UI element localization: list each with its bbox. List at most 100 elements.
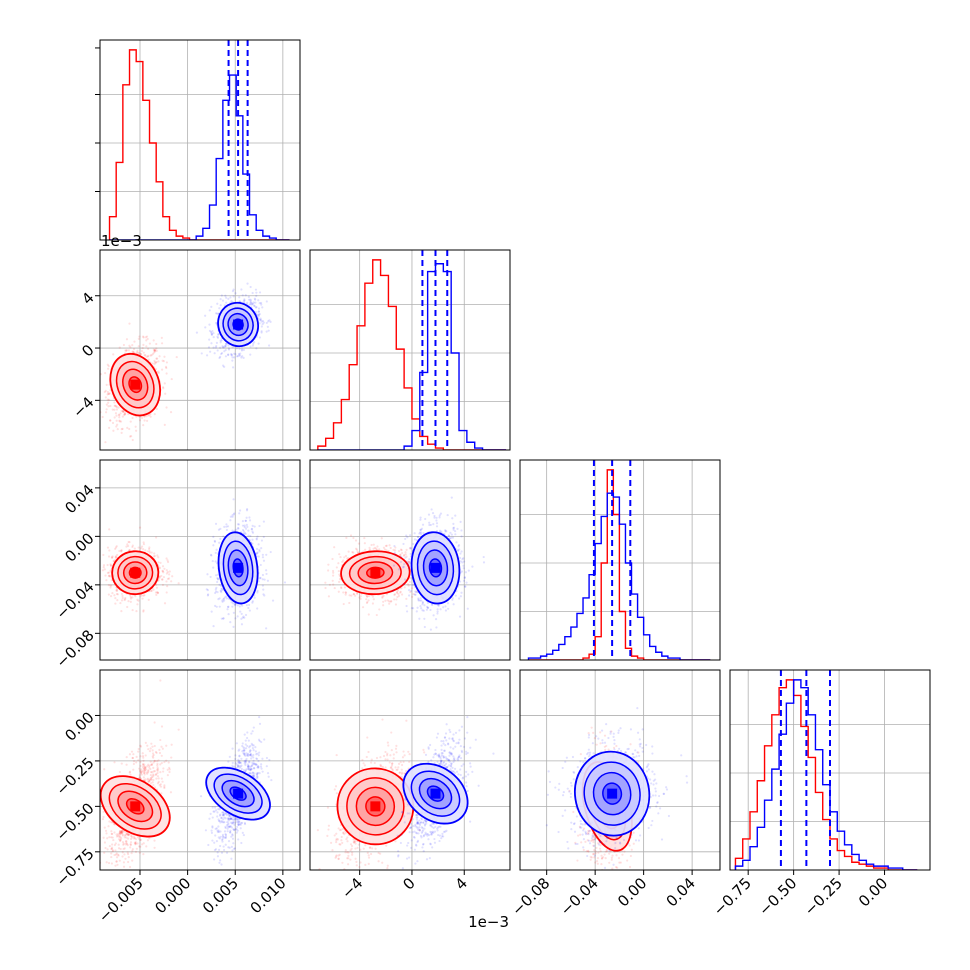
- sample-point: [152, 348, 155, 351]
- sample-point: [152, 588, 155, 591]
- sample-point: [434, 618, 438, 621]
- sample-point: [142, 609, 145, 612]
- sample-point: [372, 598, 375, 601]
- sample-point: [344, 593, 347, 596]
- sample-point: [165, 591, 168, 594]
- density-peak: [233, 319, 244, 330]
- sample-point: [126, 605, 129, 609]
- sample-point: [121, 594, 124, 598]
- sample-point: [254, 301, 257, 304]
- sample-point: [365, 598, 368, 601]
- sample-point: [263, 594, 266, 597]
- sample-point: [110, 579, 113, 582]
- sample-point: [420, 531, 423, 534]
- sample-point: [163, 567, 166, 570]
- sample-point: [238, 605, 241, 608]
- sample-point: [248, 303, 251, 306]
- sample-point: [230, 354, 233, 357]
- sample-point: [402, 566, 405, 569]
- sample-point: [118, 414, 121, 417]
- sample-point: [139, 353, 143, 356]
- sample-point: [125, 545, 128, 548]
- sample-point: [95, 562, 97, 564]
- sample-point: [212, 336, 215, 339]
- sample-point: [116, 423, 119, 426]
- sample-point: [105, 408, 108, 411]
- panel-1-1: [310, 250, 510, 450]
- sample-point: [141, 597, 144, 600]
- sample-point: [107, 367, 110, 370]
- sample-point: [404, 556, 407, 559]
- sample-point: [248, 603, 251, 606]
- sample-point: [149, 589, 153, 592]
- sample-point: [210, 305, 213, 308]
- sample-point: [142, 610, 145, 613]
- sample-point: [106, 546, 110, 549]
- sample-point: [223, 345, 227, 348]
- sample-point: [213, 352, 216, 355]
- sample-point: [151, 353, 154, 356]
- sample-point: [399, 553, 402, 556]
- sample-point: [356, 592, 359, 595]
- sample-point: [432, 522, 435, 526]
- sample-point: [156, 357, 159, 360]
- sample-point: [164, 365, 168, 368]
- sample-point: [157, 370, 160, 373]
- sample-point: [210, 610, 213, 613]
- sample-point: [111, 421, 115, 425]
- sample-point: [219, 339, 222, 342]
- sample-point: [226, 605, 230, 609]
- sample-point: [436, 610, 439, 613]
- sample-point: [431, 512, 435, 515]
- sample-point: [385, 549, 388, 552]
- sample-point: [233, 356, 236, 359]
- sample-point: [224, 294, 227, 297]
- sample-point: [212, 566, 215, 569]
- sample-point: [254, 288, 258, 291]
- sample-point: [237, 523, 241, 526]
- sample-point: [249, 302, 252, 306]
- sample-point: [120, 409, 123, 412]
- sample-point: [439, 608, 442, 611]
- sample-point: [107, 575, 111, 578]
- sample-point: [153, 552, 156, 555]
- sample-point: [262, 559, 266, 562]
- sample-point: [137, 599, 140, 602]
- sample-point: [136, 598, 139, 601]
- sample-point: [244, 532, 247, 536]
- sample-point: [155, 593, 158, 596]
- sample-point: [235, 347, 238, 350]
- sample-point: [419, 596, 422, 600]
- sample-point: [257, 307, 261, 310]
- sample-point: [230, 601, 233, 604]
- sample-point: [433, 514, 436, 518]
- sample-point: [161, 578, 164, 581]
- sample-point: [206, 589, 209, 592]
- sample-point: [152, 555, 155, 558]
- sample-point: [126, 543, 129, 546]
- sample-point: [337, 590, 340, 593]
- sample-point: [258, 548, 261, 551]
- sample-point: [348, 594, 351, 597]
- sample-point: [338, 573, 341, 576]
- sample-point: [147, 354, 150, 357]
- sample-point: [231, 605, 234, 608]
- sample-point: [450, 533, 453, 536]
- sample-point: [376, 545, 379, 548]
- sample-point: [166, 585, 169, 588]
- sample-point: [102, 566, 105, 569]
- sample-point: [118, 416, 121, 419]
- sample-point: [400, 551, 404, 555]
- sample-point: [131, 545, 134, 549]
- sample-point: [115, 556, 118, 559]
- sample-point: [247, 298, 251, 301]
- sample-point: [231, 366, 235, 369]
- sample-point: [162, 359, 165, 363]
- sample-point: [165, 557, 168, 560]
- sample-point: [344, 591, 348, 594]
- sample-point: [108, 549, 111, 552]
- sample-point: [236, 523, 240, 526]
- sample-point: [259, 576, 262, 579]
- sample-point: [219, 346, 222, 349]
- y-tick-label: 4: [78, 289, 97, 308]
